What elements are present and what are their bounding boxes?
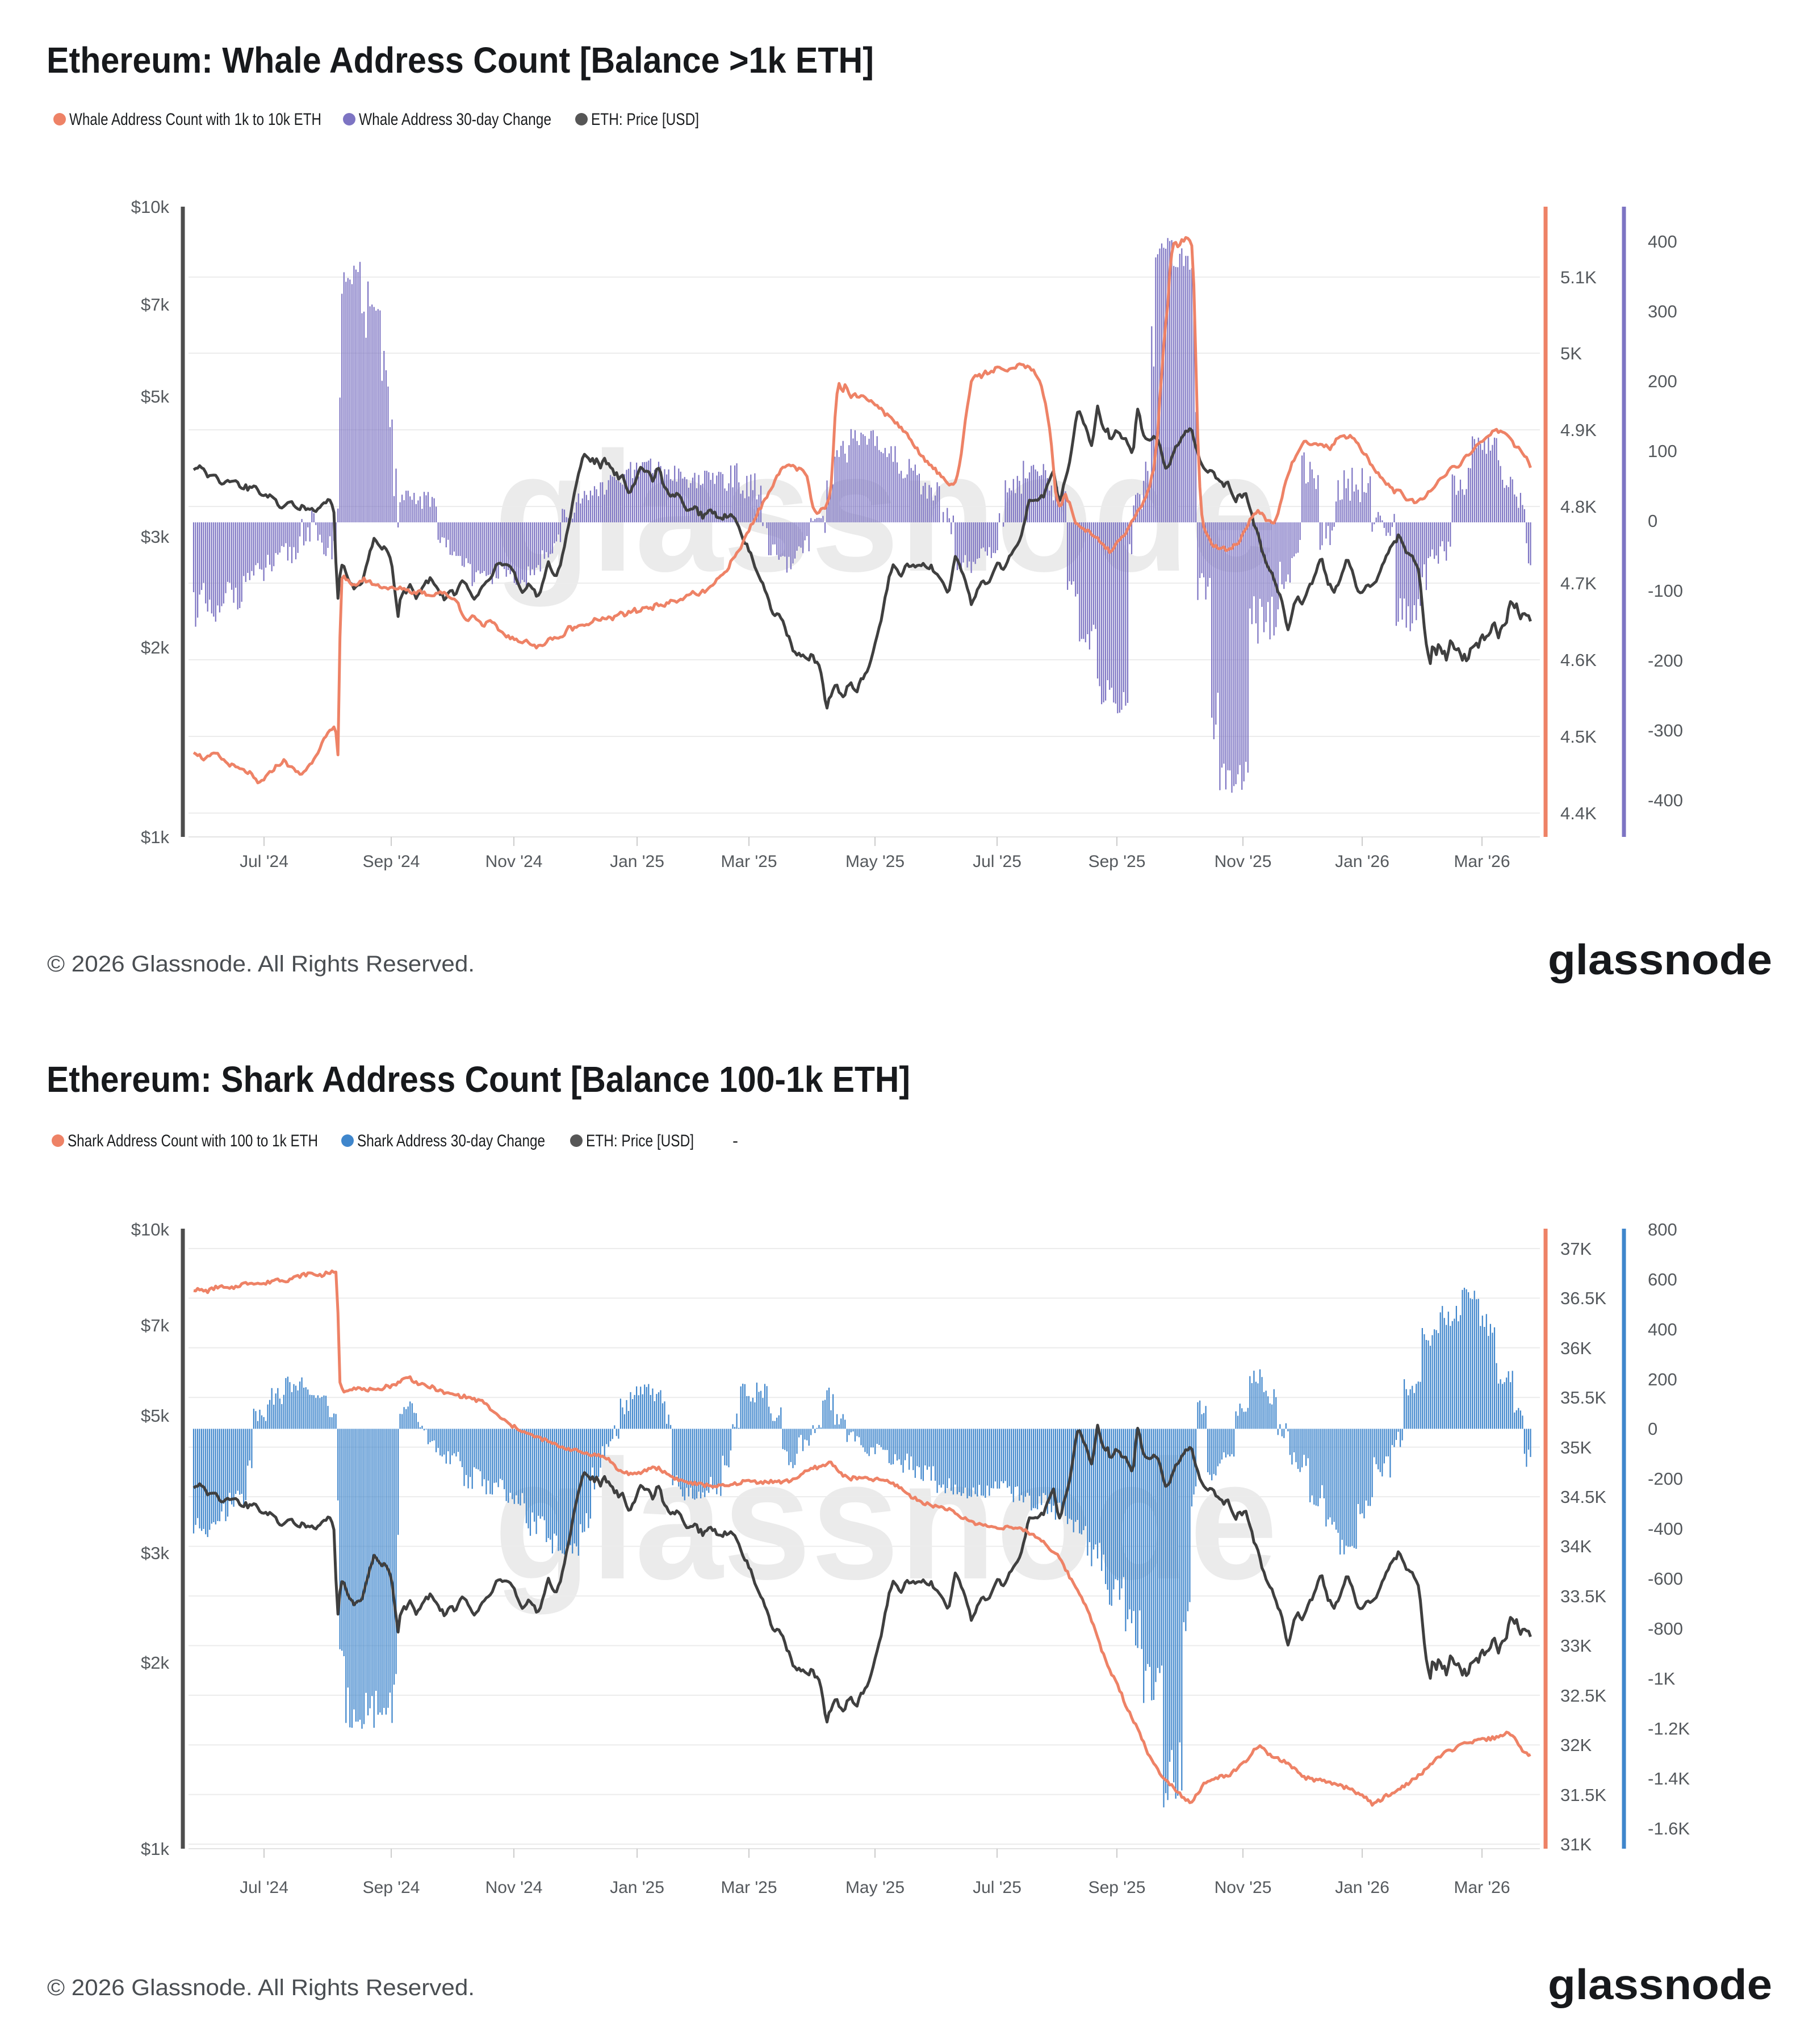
svg-text:glassnode: glassnode: [494, 1424, 1278, 1616]
svg-text:0: 0: [1648, 511, 1657, 531]
svg-text:31.5K: 31.5K: [1560, 1785, 1606, 1805]
svg-text:Jul '24: Jul '24: [240, 1878, 288, 1897]
svg-text:200: 200: [1648, 1369, 1677, 1389]
svg-text:ETH: Price [USD]: ETH: Price [USD]: [591, 110, 699, 129]
svg-text:Jan '25: Jan '25: [610, 852, 664, 871]
svg-text:Mar '25: Mar '25: [721, 1878, 777, 1897]
svg-text:800: 800: [1648, 1220, 1677, 1239]
svg-text:-1.2K: -1.2K: [1648, 1719, 1690, 1739]
svg-text:Jul '25: Jul '25: [973, 1878, 1021, 1897]
svg-text:-1K: -1K: [1648, 1669, 1676, 1689]
svg-text:Ethereum: Shark Address Count: Ethereum: Shark Address Count [Balance 1…: [47, 1059, 910, 1100]
svg-text:-100: -100: [1648, 581, 1683, 601]
svg-text:32.5K: 32.5K: [1560, 1686, 1606, 1706]
svg-text:Nov '24: Nov '24: [485, 1878, 543, 1897]
svg-text:-800: -800: [1648, 1619, 1683, 1639]
svg-text:400: 400: [1648, 1320, 1677, 1339]
svg-text:$1k: $1k: [141, 1839, 169, 1859]
svg-text:5.1K: 5.1K: [1560, 267, 1597, 287]
svg-text:600: 600: [1648, 1270, 1677, 1289]
svg-text:© 2026 Glassnode. All Rights R: © 2026 Glassnode. All Rights Reserved.: [47, 952, 475, 977]
svg-text:-400: -400: [1648, 1519, 1683, 1539]
svg-text:-1.4K: -1.4K: [1648, 1769, 1690, 1789]
svg-text:35.5K: 35.5K: [1560, 1388, 1606, 1408]
svg-text:glassnode: glassnode: [1548, 936, 1772, 983]
svg-text:33K: 33K: [1560, 1636, 1592, 1656]
svg-text:$2k: $2k: [141, 1653, 169, 1673]
svg-text:$1k: $1k: [141, 827, 169, 847]
svg-text:5K: 5K: [1560, 344, 1582, 363]
svg-text:Mar '25: Mar '25: [721, 852, 777, 871]
svg-text:4.8K: 4.8K: [1560, 497, 1597, 517]
svg-text:© 2026 Glassnode. All Rights R: © 2026 Glassnode. All Rights Reserved.: [47, 1975, 475, 2000]
svg-text:$3k: $3k: [141, 1543, 169, 1563]
svg-text:31K: 31K: [1560, 1834, 1592, 1854]
svg-text:May '25: May '25: [845, 852, 905, 871]
svg-text:34.5K: 34.5K: [1560, 1487, 1606, 1507]
svg-text:4.7K: 4.7K: [1560, 573, 1597, 593]
svg-text:Shark Address 30-day Change: Shark Address 30-day Change: [357, 1132, 545, 1150]
svg-text:ETH: Price [USD]: ETH: Price [USD]: [586, 1132, 694, 1150]
svg-text:35K: 35K: [1560, 1438, 1592, 1457]
svg-text:$3k: $3k: [141, 527, 169, 547]
svg-text:Whale Address 30-day Change: Whale Address 30-day Change: [359, 110, 551, 129]
svg-text:-400: -400: [1648, 790, 1683, 810]
svg-text:Ethereum: Whale Address Count: Ethereum: Whale Address Count [Balance >…: [47, 40, 874, 81]
svg-text:300: 300: [1648, 301, 1677, 321]
svg-text:36K: 36K: [1560, 1338, 1592, 1358]
svg-text:4.6K: 4.6K: [1560, 650, 1597, 670]
svg-text:-200: -200: [1648, 1469, 1683, 1489]
svg-text:32K: 32K: [1560, 1735, 1592, 1755]
svg-text:Mar '26: Mar '26: [1454, 1878, 1510, 1897]
svg-text:Jan '26: Jan '26: [1335, 1878, 1389, 1897]
svg-text:Jan '26: Jan '26: [1335, 852, 1389, 871]
svg-text:Mar '26: Mar '26: [1454, 852, 1510, 871]
svg-text:0: 0: [1648, 1419, 1657, 1439]
svg-text:100: 100: [1648, 441, 1677, 461]
svg-text:$2k: $2k: [141, 638, 169, 657]
svg-text:37K: 37K: [1560, 1239, 1592, 1259]
svg-text:-300: -300: [1648, 721, 1683, 740]
svg-text:Jul '24: Jul '24: [240, 852, 288, 871]
svg-text:Nov '25: Nov '25: [1215, 852, 1272, 871]
svg-text:Jul '25: Jul '25: [973, 852, 1021, 871]
svg-text:4.5K: 4.5K: [1560, 727, 1597, 747]
svg-text:$5k: $5k: [141, 387, 169, 407]
svg-text:May '25: May '25: [845, 1878, 905, 1897]
svg-text:$10k: $10k: [131, 1220, 170, 1239]
svg-text:$7k: $7k: [141, 1316, 169, 1335]
svg-text:-600: -600: [1648, 1569, 1683, 1589]
svg-text:-1.6K: -1.6K: [1648, 1819, 1690, 1838]
svg-text:Whale Address Count with 1k to: Whale Address Count with 1k to 10k ETH: [69, 110, 321, 129]
svg-text:Sep '25: Sep '25: [1088, 852, 1146, 871]
svg-text:Nov '24: Nov '24: [485, 852, 543, 871]
svg-text:400: 400: [1648, 232, 1677, 252]
svg-text:Nov '25: Nov '25: [1215, 1878, 1272, 1897]
svg-text:Sep '24: Sep '24: [363, 1878, 420, 1897]
svg-text:$7k: $7k: [141, 295, 169, 315]
svg-text:$10k: $10k: [131, 197, 170, 217]
svg-text:Sep '24: Sep '24: [363, 852, 420, 871]
svg-text:$5k: $5k: [141, 1406, 169, 1426]
svg-text:glassnode: glassnode: [1548, 1961, 1772, 2008]
svg-text:36.5K: 36.5K: [1560, 1288, 1606, 1308]
svg-text:4.4K: 4.4K: [1560, 803, 1597, 823]
svg-text:33.5K: 33.5K: [1560, 1586, 1606, 1606]
svg-text:-200: -200: [1648, 651, 1683, 671]
svg-text:200: 200: [1648, 371, 1677, 391]
svg-text:Shark Address Count with 100 t: Shark Address Count with 100 to 1k ETH: [68, 1132, 318, 1150]
svg-text:4.9K: 4.9K: [1560, 420, 1597, 440]
svg-text:Jan '25: Jan '25: [610, 1878, 664, 1897]
svg-text:-: -: [732, 1132, 738, 1150]
svg-text:34K: 34K: [1560, 1536, 1592, 1556]
svg-text:Sep '25: Sep '25: [1088, 1878, 1146, 1897]
